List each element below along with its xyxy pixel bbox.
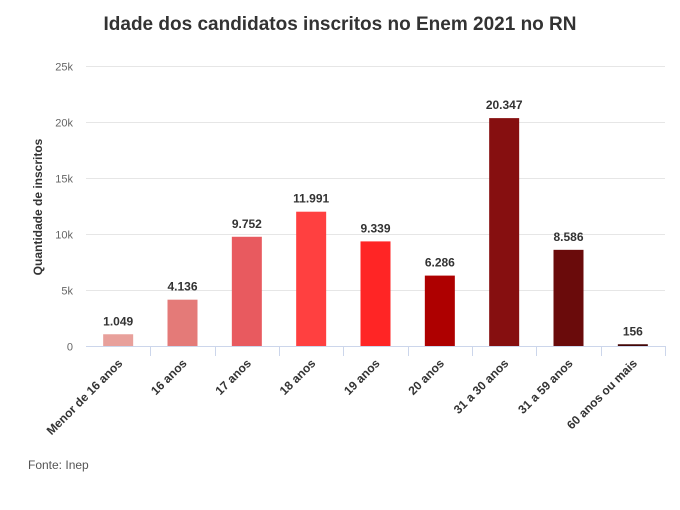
x-tick-label: Menor de 16 anos <box>44 356 126 438</box>
source-note: Fonte: Inep <box>28 458 89 472</box>
data-label: 9.339 <box>360 221 390 235</box>
x-axis-ticks: Menor de 16 anos 16 anos 17 anos 18 anos 19 … <box>44 346 666 438</box>
bar <box>296 211 327 346</box>
x-tick-label: 17 anos <box>212 356 254 398</box>
bar <box>360 241 391 346</box>
y-tick-label: 20k <box>55 118 73 130</box>
y-axis-ticks: 0 5k 10k 15k 20k 25k <box>55 62 73 354</box>
data-label: 20.347 <box>486 98 523 112</box>
chart-title: Idade dos candidatos inscritos no Enem 2… <box>103 14 577 35</box>
data-label: 8.586 <box>553 230 583 244</box>
x-tick-label: 18 anos <box>277 356 319 398</box>
x-tick-label: 31 a 59 anos <box>515 356 576 417</box>
data-label: 1.049 <box>103 314 133 328</box>
y-tick-label: 10k <box>55 230 73 242</box>
bar <box>489 118 520 346</box>
y-tick-label: 25k <box>55 62 73 74</box>
y-tick-label: 5k <box>61 286 73 298</box>
y-axis-title: Quantidade de inscritos <box>31 138 45 275</box>
data-label: 156 <box>623 324 643 338</box>
x-tick-label: 31 a 30 anos <box>451 356 512 417</box>
y-tick-label: 0 <box>67 342 73 354</box>
data-label: 9.752 <box>232 217 262 231</box>
bar <box>167 299 198 346</box>
bar <box>103 334 134 346</box>
bar <box>617 344 648 346</box>
bars: 1.049 4.136 9.752 11.991 9.339 6.286 20.347 8.5… <box>103 98 648 346</box>
x-tick-label: 16 anos <box>148 356 190 398</box>
data-label: 6.286 <box>425 256 455 270</box>
x-tick-label: 20 anos <box>405 356 447 398</box>
bar <box>424 275 455 346</box>
data-label: 11.991 <box>293 192 329 206</box>
y-tick-label: 15k <box>55 174 73 186</box>
data-label: 4.136 <box>167 280 197 294</box>
x-tick-label: 60 anos ou mais <box>564 356 640 432</box>
bar <box>553 249 584 346</box>
bar <box>231 236 262 346</box>
x-tick-label: 19 anos <box>341 356 383 398</box>
